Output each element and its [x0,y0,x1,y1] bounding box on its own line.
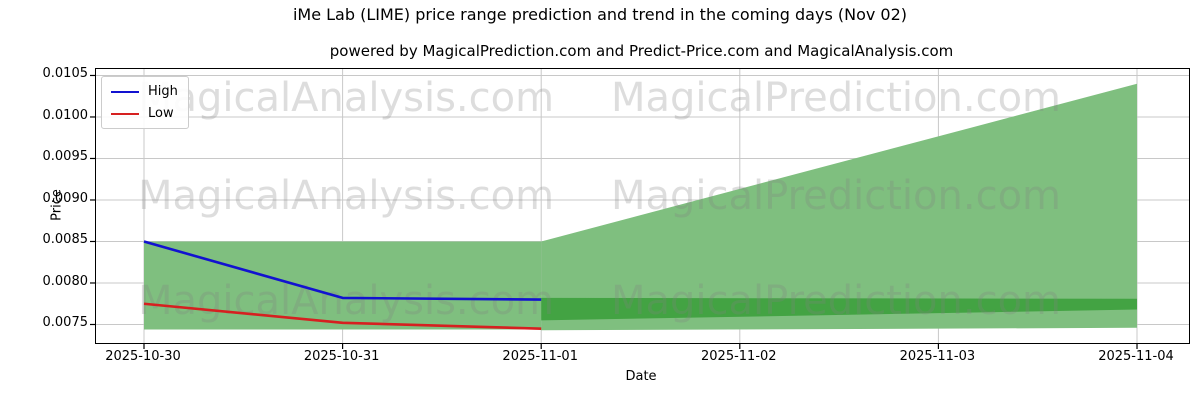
watermark-text: MagicalAnalysis.com [138,278,554,324]
low-line [143,302,542,330]
x-tick-label: 2025-10-30 [105,349,181,364]
x-tick-label: 2025-11-01 [502,349,578,364]
high-line [143,240,542,301]
legend-item-low: Low [111,106,178,121]
watermark-text: MagicalPrediction.com [611,75,1061,121]
chart-canvas: MagicalAnalysis.com MagicalPrediction.com… [90,69,1189,349]
legend-label-low: Low [148,106,174,121]
chart-title: iMe Lab (LIME) price range prediction an… [292,5,908,24]
y-tick-label: 0.0105 [42,66,89,82]
y-tick-label: 0.0075 [42,315,89,331]
legend-item-high: High [111,84,178,99]
legend: High Low [101,76,189,129]
y-tick-label: 0.0080 [42,273,89,289]
x-tick-label: 2025-11-04 [1098,349,1174,364]
historical-range-band [144,241,542,330]
y-tick-label: 0.0100 [42,107,89,123]
plot-area: MagicalAnalysis.com MagicalPrediction.com… [90,68,1190,349]
y-tick-label: 0.0090 [42,190,89,206]
x-tick-label: 2025-11-03 [899,349,976,364]
low-line-swatch [111,112,139,115]
forecast-core-band [541,297,1138,321]
watermark-text: MagicalPrediction.com [611,278,1061,324]
x-tick-label: 2025-10-31 [303,349,380,364]
watermark-text: MagicalPrediction.com [611,173,1061,219]
forecast-range-band [541,83,1138,331]
watermark-text: MagicalAnalysis.com [138,173,554,219]
watermark-text: MagicalAnalysis.com [138,75,554,121]
y-tick-label: 0.0085 [42,232,89,248]
x-axis-label: Date [625,369,657,384]
high-line-swatch [111,90,139,93]
chart-subtitle: powered by MagicalPrediction.com and Pre… [329,42,954,60]
legend-label-high: High [148,84,178,99]
y-tick-label: 0.0095 [42,149,89,165]
x-tick-label: 2025-11-02 [701,349,777,364]
